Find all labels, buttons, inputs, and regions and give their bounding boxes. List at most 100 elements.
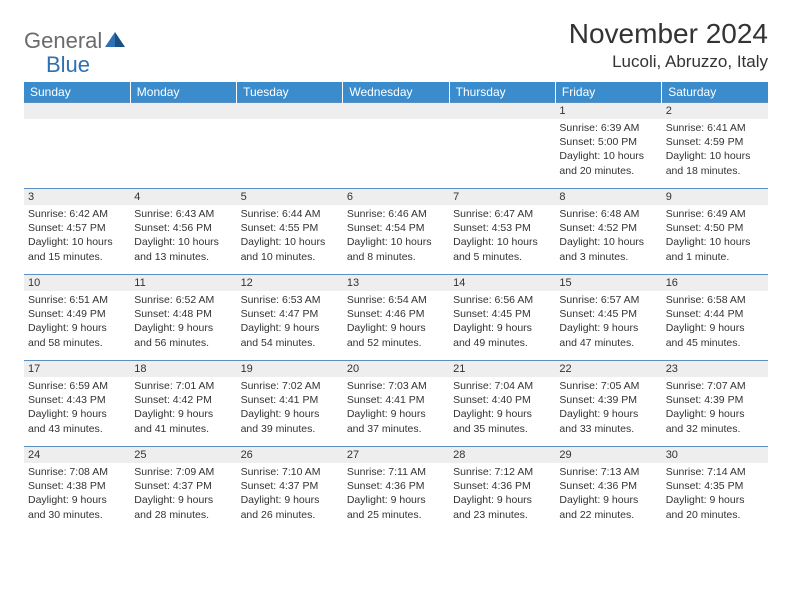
day-number: 14 bbox=[449, 275, 555, 291]
day-number: 12 bbox=[237, 275, 343, 291]
logo-triangle-icon bbox=[104, 30, 126, 53]
day-content: Sunrise: 7:11 AMSunset: 4:36 PMDaylight:… bbox=[343, 463, 449, 524]
day-content: Sunrise: 7:01 AMSunset: 4:42 PMDaylight:… bbox=[130, 377, 236, 438]
header: General November 2024 Lucoli, Abruzzo, I… bbox=[24, 18, 768, 72]
calendar-cell: 14Sunrise: 6:56 AMSunset: 4:45 PMDayligh… bbox=[449, 275, 555, 361]
day-number: 27 bbox=[343, 447, 449, 463]
day-number-empty bbox=[24, 103, 130, 119]
calendar-cell bbox=[449, 103, 555, 189]
day-number: 15 bbox=[555, 275, 661, 291]
title-block: November 2024 Lucoli, Abruzzo, Italy bbox=[569, 18, 768, 72]
calendar-cell: 17Sunrise: 6:59 AMSunset: 4:43 PMDayligh… bbox=[24, 361, 130, 447]
calendar-cell: 8Sunrise: 6:48 AMSunset: 4:52 PMDaylight… bbox=[555, 189, 661, 275]
calendar-cell: 12Sunrise: 6:53 AMSunset: 4:47 PMDayligh… bbox=[237, 275, 343, 361]
calendar-cell: 4Sunrise: 6:43 AMSunset: 4:56 PMDaylight… bbox=[130, 189, 236, 275]
day-number: 21 bbox=[449, 361, 555, 377]
day-number: 8 bbox=[555, 189, 661, 205]
day-header: Sunday bbox=[24, 82, 130, 103]
day-number: 3 bbox=[24, 189, 130, 205]
day-number: 17 bbox=[24, 361, 130, 377]
calendar-cell: 6Sunrise: 6:46 AMSunset: 4:54 PMDaylight… bbox=[343, 189, 449, 275]
day-content: Sunrise: 7:03 AMSunset: 4:41 PMDaylight:… bbox=[343, 377, 449, 438]
day-number: 13 bbox=[343, 275, 449, 291]
day-number-empty bbox=[449, 103, 555, 119]
calendar-cell: 27Sunrise: 7:11 AMSunset: 4:36 PMDayligh… bbox=[343, 447, 449, 533]
day-number: 19 bbox=[237, 361, 343, 377]
day-content: Sunrise: 7:13 AMSunset: 4:36 PMDaylight:… bbox=[555, 463, 661, 524]
day-content: Sunrise: 6:44 AMSunset: 4:55 PMDaylight:… bbox=[237, 205, 343, 266]
calendar-cell: 2Sunrise: 6:41 AMSunset: 4:59 PMDaylight… bbox=[662, 103, 768, 189]
day-number: 16 bbox=[662, 275, 768, 291]
calendar-cell: 5Sunrise: 6:44 AMSunset: 4:55 PMDaylight… bbox=[237, 189, 343, 275]
day-content: Sunrise: 6:43 AMSunset: 4:56 PMDaylight:… bbox=[130, 205, 236, 266]
day-header: Tuesday bbox=[237, 82, 343, 103]
day-content: Sunrise: 7:08 AMSunset: 4:38 PMDaylight:… bbox=[24, 463, 130, 524]
day-number: 30 bbox=[662, 447, 768, 463]
day-number: 5 bbox=[237, 189, 343, 205]
day-content: Sunrise: 7:02 AMSunset: 4:41 PMDaylight:… bbox=[237, 377, 343, 438]
day-content: Sunrise: 6:42 AMSunset: 4:57 PMDaylight:… bbox=[24, 205, 130, 266]
location: Lucoli, Abruzzo, Italy bbox=[569, 52, 768, 72]
calendar-cell: 15Sunrise: 6:57 AMSunset: 4:45 PMDayligh… bbox=[555, 275, 661, 361]
day-number: 22 bbox=[555, 361, 661, 377]
calendar-cell: 1Sunrise: 6:39 AMSunset: 5:00 PMDaylight… bbox=[555, 103, 661, 189]
day-content: Sunrise: 6:59 AMSunset: 4:43 PMDaylight:… bbox=[24, 377, 130, 438]
day-content: Sunrise: 6:39 AMSunset: 5:00 PMDaylight:… bbox=[555, 119, 661, 180]
day-header: Friday bbox=[555, 82, 661, 103]
day-number: 26 bbox=[237, 447, 343, 463]
day-number-empty bbox=[237, 103, 343, 119]
day-header: Saturday bbox=[662, 82, 768, 103]
calendar-cell bbox=[130, 103, 236, 189]
day-content: Sunrise: 7:07 AMSunset: 4:39 PMDaylight:… bbox=[662, 377, 768, 438]
day-number: 2 bbox=[662, 103, 768, 119]
calendar-cell: 26Sunrise: 7:10 AMSunset: 4:37 PMDayligh… bbox=[237, 447, 343, 533]
calendar-header-row: SundayMondayTuesdayWednesdayThursdayFrid… bbox=[24, 82, 768, 103]
calendar-cell: 25Sunrise: 7:09 AMSunset: 4:37 PMDayligh… bbox=[130, 447, 236, 533]
day-content: Sunrise: 7:10 AMSunset: 4:37 PMDaylight:… bbox=[237, 463, 343, 524]
month-title: November 2024 bbox=[569, 18, 768, 50]
day-number: 23 bbox=[662, 361, 768, 377]
day-content: Sunrise: 6:57 AMSunset: 4:45 PMDaylight:… bbox=[555, 291, 661, 352]
calendar-cell: 23Sunrise: 7:07 AMSunset: 4:39 PMDayligh… bbox=[662, 361, 768, 447]
calendar-cell: 18Sunrise: 7:01 AMSunset: 4:42 PMDayligh… bbox=[130, 361, 236, 447]
day-content: Sunrise: 6:58 AMSunset: 4:44 PMDaylight:… bbox=[662, 291, 768, 352]
day-content: Sunrise: 6:47 AMSunset: 4:53 PMDaylight:… bbox=[449, 205, 555, 266]
calendar-cell: 28Sunrise: 7:12 AMSunset: 4:36 PMDayligh… bbox=[449, 447, 555, 533]
calendar-cell: 22Sunrise: 7:05 AMSunset: 4:39 PMDayligh… bbox=[555, 361, 661, 447]
day-number: 18 bbox=[130, 361, 236, 377]
logo-text-blue: Blue bbox=[46, 52, 90, 78]
day-content: Sunrise: 6:46 AMSunset: 4:54 PMDaylight:… bbox=[343, 205, 449, 266]
calendar-cell bbox=[237, 103, 343, 189]
calendar-cell: 11Sunrise: 6:52 AMSunset: 4:48 PMDayligh… bbox=[130, 275, 236, 361]
calendar-cell bbox=[343, 103, 449, 189]
day-content: Sunrise: 7:04 AMSunset: 4:40 PMDaylight:… bbox=[449, 377, 555, 438]
logo-text-general: General bbox=[24, 28, 102, 54]
logo: General bbox=[24, 28, 128, 54]
day-content: Sunrise: 6:52 AMSunset: 4:48 PMDaylight:… bbox=[130, 291, 236, 352]
day-content: Sunrise: 6:41 AMSunset: 4:59 PMDaylight:… bbox=[662, 119, 768, 180]
day-number: 9 bbox=[662, 189, 768, 205]
day-number: 28 bbox=[449, 447, 555, 463]
calendar-cell: 21Sunrise: 7:04 AMSunset: 4:40 PMDayligh… bbox=[449, 361, 555, 447]
day-number: 25 bbox=[130, 447, 236, 463]
day-content: Sunrise: 7:05 AMSunset: 4:39 PMDaylight:… bbox=[555, 377, 661, 438]
day-number: 29 bbox=[555, 447, 661, 463]
day-content: Sunrise: 6:54 AMSunset: 4:46 PMDaylight:… bbox=[343, 291, 449, 352]
day-number: 7 bbox=[449, 189, 555, 205]
calendar-cell bbox=[24, 103, 130, 189]
calendar-cell: 13Sunrise: 6:54 AMSunset: 4:46 PMDayligh… bbox=[343, 275, 449, 361]
day-number: 4 bbox=[130, 189, 236, 205]
calendar-cell: 3Sunrise: 6:42 AMSunset: 4:57 PMDaylight… bbox=[24, 189, 130, 275]
day-number: 24 bbox=[24, 447, 130, 463]
calendar-cell: 10Sunrise: 6:51 AMSunset: 4:49 PMDayligh… bbox=[24, 275, 130, 361]
calendar-cell: 24Sunrise: 7:08 AMSunset: 4:38 PMDayligh… bbox=[24, 447, 130, 533]
calendar-table: SundayMondayTuesdayWednesdayThursdayFrid… bbox=[24, 82, 768, 533]
day-content: Sunrise: 6:53 AMSunset: 4:47 PMDaylight:… bbox=[237, 291, 343, 352]
calendar-cell: 29Sunrise: 7:13 AMSunset: 4:36 PMDayligh… bbox=[555, 447, 661, 533]
day-number: 20 bbox=[343, 361, 449, 377]
day-header: Monday bbox=[130, 82, 236, 103]
day-number: 6 bbox=[343, 189, 449, 205]
calendar-cell: 30Sunrise: 7:14 AMSunset: 4:35 PMDayligh… bbox=[662, 447, 768, 533]
day-number-empty bbox=[130, 103, 236, 119]
calendar-cell: 20Sunrise: 7:03 AMSunset: 4:41 PMDayligh… bbox=[343, 361, 449, 447]
